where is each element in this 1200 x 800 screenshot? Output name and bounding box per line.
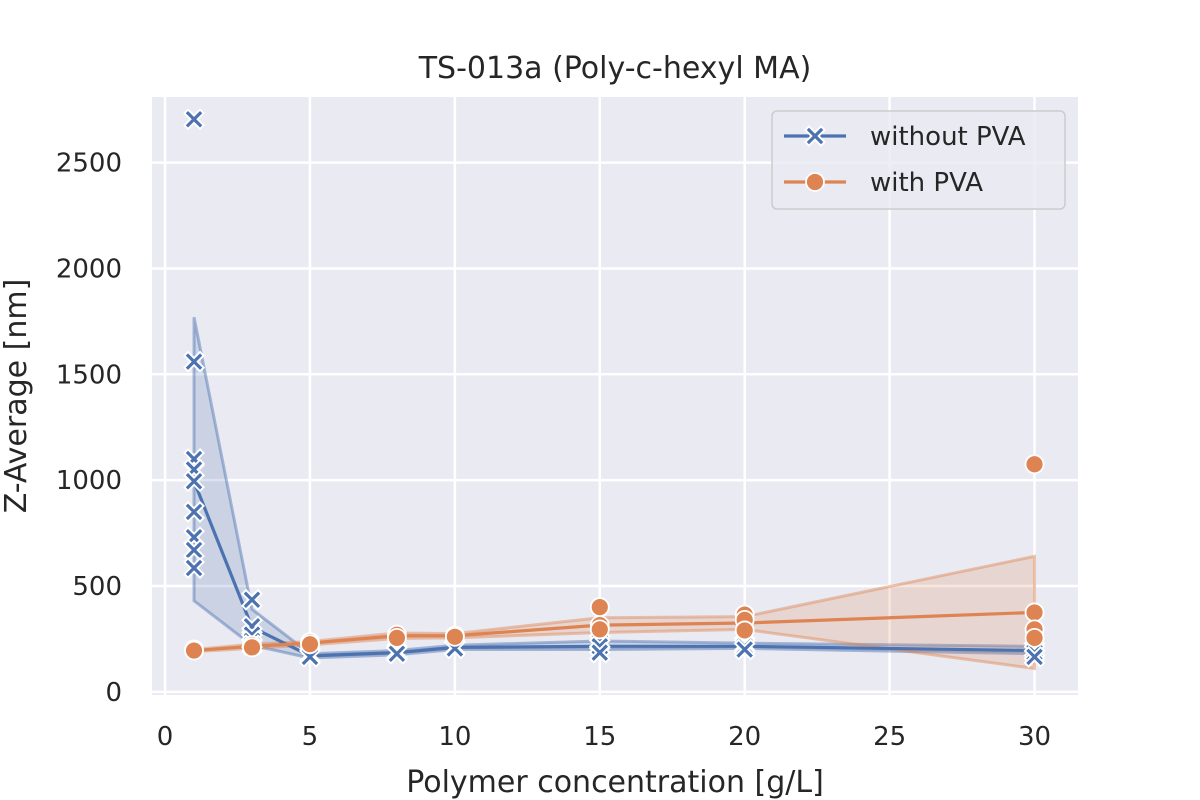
x-tick-labels: 0 5 10 15 20 25 30 xyxy=(157,722,1051,752)
point-with-pva xyxy=(589,597,610,618)
point-without-pva-cross xyxy=(243,591,261,609)
point-without-pva-cross xyxy=(185,559,203,577)
data-points xyxy=(183,108,1046,668)
y-tick-label: 1000 xyxy=(56,466,122,496)
legend-entry-without-pva: without PVA xyxy=(784,122,1026,152)
point-without-pva-cross xyxy=(185,503,203,521)
y-tick-label: 2000 xyxy=(56,254,122,284)
point-without-pva xyxy=(183,539,205,561)
legend-marker-without-pva xyxy=(804,125,826,147)
x-tick-label: 10 xyxy=(438,722,471,752)
x-tick-label: 5 xyxy=(302,722,319,752)
x-tick-label: 0 xyxy=(157,722,174,752)
y-tick-labels: 0 500 1000 1500 2000 2500 xyxy=(56,149,122,708)
point-without-pva xyxy=(385,642,408,665)
point-without-pva xyxy=(183,350,205,373)
legend-entry-with-pva: with PVA xyxy=(784,168,983,198)
point-with-pva xyxy=(734,620,755,641)
legend: without PVA with PVA xyxy=(771,110,1066,210)
point-with-pva xyxy=(300,634,320,655)
point-with-pva xyxy=(589,619,610,640)
point-with-pva xyxy=(1024,602,1045,623)
point-with-pva xyxy=(444,626,465,647)
point-without-pva xyxy=(733,638,756,661)
chart-title: TS-013a (Poly-c-hexyl MA) xyxy=(418,51,812,86)
point-without-pva-cross xyxy=(591,644,609,661)
y-tick-label: 1500 xyxy=(56,360,122,390)
x-tick-label: 20 xyxy=(728,722,761,752)
point-without-pva-cross xyxy=(736,641,753,658)
point-with-pva xyxy=(1024,627,1045,648)
point-without-pva xyxy=(241,588,263,611)
point-with-pva xyxy=(184,640,204,661)
legend-marker-without-pva-cross xyxy=(806,127,824,145)
y-tick-label: 500 xyxy=(72,572,122,602)
x-tick-label: 25 xyxy=(873,722,906,752)
point-without-pva-cross xyxy=(185,472,203,490)
point-with-pva xyxy=(1024,454,1045,475)
point-without-pva xyxy=(1023,645,1046,668)
x-tick-label: 15 xyxy=(583,722,616,752)
point-without-pva-cross xyxy=(185,541,203,559)
y-tick-label: 2500 xyxy=(56,149,122,179)
x-tick-label: 30 xyxy=(1018,722,1051,752)
point-with-pva xyxy=(387,627,407,648)
x-axis-label: Polymer concentration [g/L] xyxy=(406,765,824,800)
point-without-pva-cross xyxy=(185,110,203,128)
point-without-pva xyxy=(183,108,205,131)
legend-label-with-pva: with PVA xyxy=(870,168,983,198)
point-without-pva xyxy=(588,641,611,664)
legend-marker-with-pva xyxy=(805,172,825,192)
legend-label-without-pva: without PVA xyxy=(870,122,1026,152)
point-without-pva xyxy=(183,557,205,579)
y-tick-label: 0 xyxy=(105,678,122,708)
point-without-pva-cross xyxy=(1026,648,1043,666)
point-with-pva xyxy=(242,637,262,658)
point-without-pva xyxy=(183,500,205,523)
point-without-pva xyxy=(183,470,205,493)
point-without-pva-cross xyxy=(185,353,203,370)
point-without-pva-cross xyxy=(388,645,406,662)
y-axis-label: Z-Average [nm] xyxy=(0,279,34,514)
